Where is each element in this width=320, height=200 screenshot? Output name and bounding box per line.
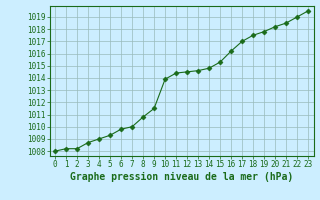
X-axis label: Graphe pression niveau de la mer (hPa): Graphe pression niveau de la mer (hPa)	[70, 172, 293, 182]
